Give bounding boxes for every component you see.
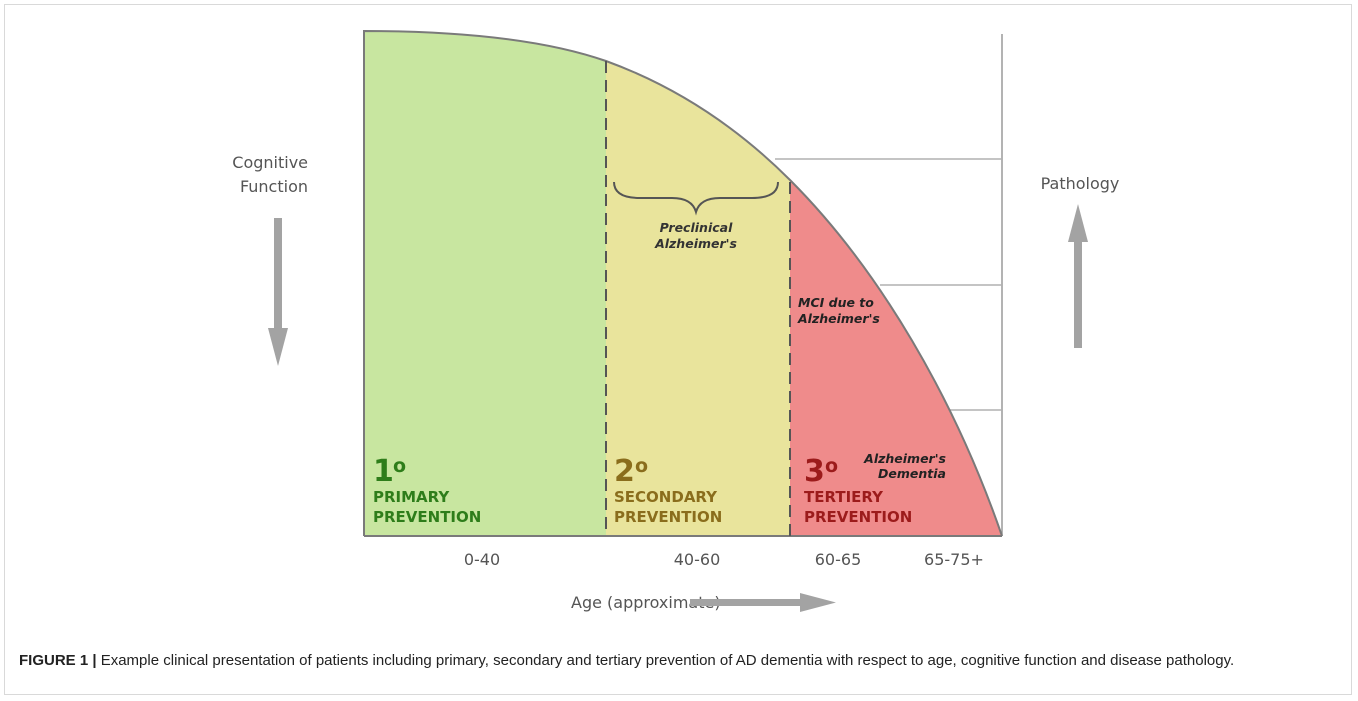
age-tick-label: 0-40 [464, 550, 500, 569]
pathology-label: Pathology [1041, 174, 1120, 193]
tertiary-region [790, 180, 1002, 536]
stage-line1: PRIMARY [373, 488, 450, 506]
cognitive-function-label: Cognitive [232, 153, 308, 172]
mci-label: MCI due to [798, 295, 874, 310]
figure-caption: FIGURE 1 | Example clinical presentation… [19, 649, 1344, 672]
down-arrow-icon [268, 218, 288, 366]
caption-label: FIGURE 1 | [19, 652, 97, 669]
age-tick-label: 65-75+ [924, 550, 984, 569]
stage-line2: PREVENTION [614, 508, 722, 526]
secondary-region [606, 61, 790, 536]
stage-degree: o [393, 455, 406, 477]
up-arrow-icon [1068, 204, 1088, 348]
preclinical-brace [613, 181, 779, 216]
stage-line2: PREVENTION [373, 508, 481, 526]
dementia-label-2: Dementia [878, 466, 946, 481]
preclinical-label: Preclinical [660, 220, 733, 235]
preclinical-label-2: Alzheimer's [654, 236, 737, 251]
stage-secondary: 2 o SECONDARY PREVENTION [614, 454, 722, 526]
caption-text: Example clinical presentation of patient… [96, 652, 1235, 669]
stage-line1: SECONDARY [614, 488, 718, 506]
right-arrow-icon [690, 593, 836, 612]
age-tick-label: 40-60 [674, 550, 721, 569]
stage-numeral: 3 [804, 454, 825, 489]
stage-numeral: 1 [373, 454, 394, 489]
stage-degree: o [825, 455, 838, 477]
stage-tertiary: 3 o TERTIERY PREVENTION [804, 454, 912, 526]
primary-region [364, 31, 606, 536]
stage-primary: 1 o PRIMARY PREVENTION [373, 454, 481, 526]
dementia-label: Alzheimer's [863, 451, 946, 466]
cognitive-function-label-2: Function [240, 177, 308, 196]
mci-label-2: Alzheimer's [797, 311, 880, 326]
figure-frame [4, 4, 1352, 695]
prevention-diagram: Preclinical Alzheimer's MCI due to Alzhe… [232, 29, 1120, 612]
age-axis-label: Age (approximate) [571, 593, 721, 612]
stage-degree: o [635, 455, 648, 477]
stage-line2: PREVENTION [804, 508, 912, 526]
decline-curve [363, 29, 1003, 537]
age-tick-label: 60-65 [815, 550, 862, 569]
stage-line1: TERTIERY [804, 488, 884, 506]
stage-numeral: 2 [614, 454, 635, 489]
